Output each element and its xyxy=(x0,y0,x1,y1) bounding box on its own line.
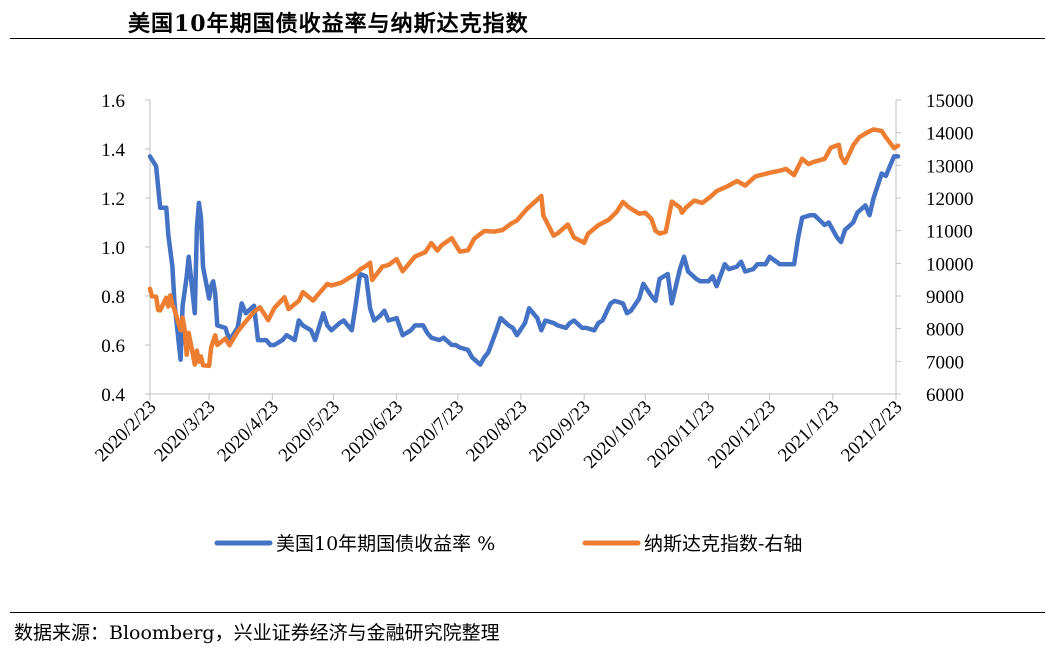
y-right-tick-label: 8000 xyxy=(926,320,964,341)
y-right-tick-label: 6000 xyxy=(926,385,964,406)
series-line-nasdaq xyxy=(147,127,901,369)
source-note: 数据来源：Bloomberg，兴业证券经济与金融研究院整理 xyxy=(14,622,500,644)
chart-canvas: 0.4 0.6 0.8 1.0 1.2 1.4 1.6 6000 7000 8000 9000 100… xyxy=(91,91,974,555)
y-left-tick-label: 0.8 xyxy=(101,287,125,308)
x-tick-label: 2020/7/23 xyxy=(399,397,468,466)
series-layer xyxy=(147,127,901,369)
x-tick-label: 2020/3/23 xyxy=(150,397,219,466)
legend-label-nasdaq: 纳斯达克指数-右轴 xyxy=(644,533,802,555)
y-right-tick-label: 14000 xyxy=(926,124,974,145)
x-tick-label: 2020/5/23 xyxy=(275,397,344,466)
x-tick-label: 2020/4/23 xyxy=(213,397,282,466)
y-left-tick-label: 1.2 xyxy=(101,189,125,210)
x-tick-label: 2020/2/23 xyxy=(91,397,160,466)
legend: 美国10年期国债收益率 % 纳斯达克指数-右轴 xyxy=(214,533,802,555)
chart-title: 美国10年期国债收益率与纳斯达克指数 xyxy=(128,11,529,37)
title-divider xyxy=(10,38,1045,39)
y-right-tick-label: 10000 xyxy=(926,254,974,275)
y-right-tick-label: 13000 xyxy=(926,156,974,177)
y-left-tick-label: 1.0 xyxy=(101,238,125,259)
y-right-tick-label: 11000 xyxy=(926,222,973,243)
x-tick-label: 2021/1/23 xyxy=(774,397,843,466)
y-right-tick-label: 12000 xyxy=(926,189,974,210)
y-right-tick-label: 7000 xyxy=(926,352,964,373)
y-right-tick-label: 15000 xyxy=(926,91,974,112)
y-left-tick-label: 1.4 xyxy=(101,140,125,161)
y-left-tick-label: 0.6 xyxy=(101,336,125,357)
source-divider xyxy=(10,612,1045,613)
y-left-tick-label: 1.6 xyxy=(101,91,125,112)
legend-label-yield: 美国10年期国债收益率 % xyxy=(276,533,495,555)
x-tick-label: 2021/2/23 xyxy=(837,397,906,466)
y-right-tick-label: 9000 xyxy=(926,287,964,308)
y-left-tick-label: 0.4 xyxy=(101,385,125,406)
x-tick-label: 2020/8/23 xyxy=(462,397,531,466)
x-tick-label: 2020/6/23 xyxy=(338,397,407,466)
series-line-yield xyxy=(147,154,901,367)
